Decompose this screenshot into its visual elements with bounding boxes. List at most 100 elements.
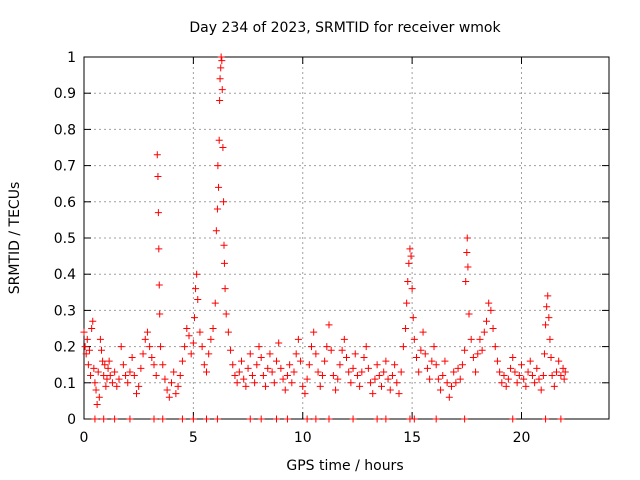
data-point <box>378 382 385 390</box>
data-point <box>292 350 300 358</box>
data-point <box>407 252 415 260</box>
data-point <box>384 375 392 383</box>
data-point <box>345 368 353 376</box>
data-point <box>279 375 287 383</box>
data-point <box>248 372 256 380</box>
data-point <box>209 325 217 332</box>
data-point <box>216 75 224 83</box>
data-point <box>375 372 383 380</box>
data-point <box>101 361 109 369</box>
chart-title: Day 234 of 2023, SRMTID for receiver wmo… <box>189 20 501 36</box>
data-point <box>548 372 556 380</box>
data-point <box>513 379 521 387</box>
data-point <box>334 375 342 383</box>
data-point <box>253 361 261 369</box>
data-point <box>511 368 519 376</box>
data-point <box>461 346 469 354</box>
data-point <box>203 368 210 376</box>
data-point <box>108 379 116 387</box>
data-point <box>428 357 436 365</box>
data-point <box>472 368 480 376</box>
data-point <box>441 357 449 365</box>
data-point <box>432 415 440 423</box>
data-point <box>100 415 108 423</box>
data-point <box>84 361 92 369</box>
data-point <box>520 375 528 383</box>
data-point <box>308 343 315 351</box>
data-point <box>338 346 346 354</box>
data-point <box>493 357 501 365</box>
data-point <box>353 372 361 380</box>
data-point <box>155 245 163 253</box>
data-point <box>426 375 434 383</box>
data-point <box>423 364 431 372</box>
data-point <box>515 372 523 380</box>
data-point <box>312 350 320 358</box>
data-point <box>432 361 440 369</box>
data-point <box>491 343 499 351</box>
data-point <box>487 306 495 314</box>
data-point <box>329 372 337 380</box>
data-point <box>113 382 121 390</box>
data-point <box>380 368 388 376</box>
data-point <box>220 241 228 249</box>
data-point <box>220 259 228 267</box>
data-point <box>546 335 554 343</box>
data-point <box>544 292 552 300</box>
data-point <box>224 328 232 336</box>
y-tick-label: 0.4 <box>54 267 76 283</box>
data-point <box>406 245 414 253</box>
data-point <box>303 375 311 383</box>
data-point <box>301 390 309 398</box>
data-point <box>88 325 96 332</box>
data-point <box>178 357 186 365</box>
data-point <box>419 328 427 336</box>
data-point <box>399 343 407 351</box>
data-point <box>215 183 223 191</box>
data-point <box>255 343 263 351</box>
data-point <box>325 415 333 423</box>
data-point <box>91 415 99 423</box>
data-point <box>489 325 497 332</box>
data-point <box>524 368 532 376</box>
data-point <box>351 350 359 358</box>
data-point <box>82 350 90 358</box>
data-point <box>550 382 558 390</box>
data-point <box>104 364 112 372</box>
data-point <box>439 372 447 380</box>
data-point <box>87 372 95 380</box>
data-point <box>218 57 226 65</box>
data-point <box>445 393 453 401</box>
data-point <box>217 64 225 72</box>
data-point <box>316 382 324 390</box>
data-point <box>464 263 472 271</box>
data-point <box>404 277 412 285</box>
data-point <box>126 415 134 423</box>
data-point <box>347 379 355 387</box>
data-point <box>211 299 219 307</box>
data-point <box>543 303 551 311</box>
data-point <box>349 364 357 372</box>
data-point <box>235 368 243 376</box>
data-point <box>314 368 322 376</box>
data-point <box>205 350 213 358</box>
data-point <box>356 382 364 390</box>
data-point <box>80 328 88 336</box>
data-point <box>172 390 180 398</box>
data-point <box>168 379 175 387</box>
data-point <box>526 357 534 365</box>
data-point <box>373 361 381 369</box>
data-point <box>500 372 508 380</box>
y-tick-label: 0.6 <box>54 195 76 211</box>
data-point <box>192 285 200 293</box>
data-point <box>294 335 302 343</box>
data-point <box>153 151 161 159</box>
data-point <box>283 415 291 423</box>
data-point <box>290 368 298 376</box>
data-point <box>215 136 223 144</box>
data-point <box>393 379 401 387</box>
data-point <box>421 350 429 358</box>
data-point <box>318 372 326 380</box>
data-point <box>85 346 93 354</box>
